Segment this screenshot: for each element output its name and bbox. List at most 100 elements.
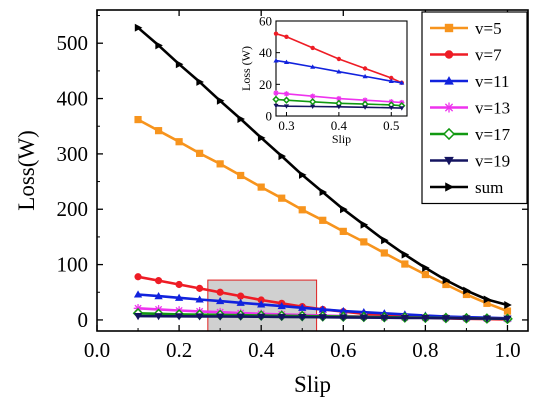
data-point-v-5 — [278, 194, 286, 202]
legend-item-v-11: v=11 — [430, 72, 509, 91]
data-point-v-5 — [298, 206, 306, 214]
x-tick-label: 0.0 — [84, 338, 110, 362]
data-point-sum — [483, 295, 492, 304]
legend-marker — [444, 23, 454, 33]
legend-item-sum: sum — [430, 178, 503, 197]
inset-data-point-v-13-stroke — [336, 96, 342, 101]
data-point-sum — [504, 301, 512, 309]
inset-x-tick-label: 0.4 — [331, 118, 348, 133]
legend-item-v-7: v=7 — [430, 46, 502, 65]
y-tick-label: 500 — [57, 31, 89, 55]
inset-data-point-v-19 — [310, 104, 316, 110]
data-point-v-19 — [421, 314, 430, 323]
data-point-v-5 — [401, 260, 409, 268]
inset-data-point-v-19 — [283, 104, 290, 109]
legend: v=5 v=7 v=11 v=13 v=17 v=19 sum — [421, 11, 528, 205]
inset-x-axis-title: Slip — [332, 132, 351, 146]
legend-item-v-19: v=19 — [430, 152, 510, 171]
y-tick-label: 400 — [57, 87, 89, 111]
data-point-v-19 — [277, 313, 286, 322]
inset-data-point-v-17 — [308, 98, 317, 106]
legend-label: v=19 — [475, 152, 510, 171]
x-tick-label: 0.2 — [166, 338, 192, 362]
inset-data-point-v-7 — [284, 34, 289, 40]
inset-data-point-v-19 — [362, 105, 368, 110]
inset-data-point-v-19 — [388, 105, 394, 111]
legend-marker — [444, 156, 454, 166]
data-point-v-19 — [195, 313, 204, 321]
legend-item-v-17: v=17 — [430, 125, 511, 144]
inset-data-point-v-13 — [283, 91, 290, 97]
data-point-sum — [196, 77, 204, 86]
data-point-v-5 — [154, 127, 163, 135]
data-point-sum — [319, 188, 328, 197]
inset-y-axis-title: Loss (W) — [239, 46, 253, 91]
legend-marker — [444, 50, 454, 59]
data-point-v-11 — [298, 303, 307, 311]
data-point-v-19 — [133, 312, 143, 321]
y-tick-label: 300 — [57, 142, 89, 166]
inset-data-point-v-11 — [388, 78, 394, 84]
series-v-5 — [134, 115, 512, 315]
data-point-v-5 — [216, 160, 224, 168]
data-point-sum — [381, 236, 389, 245]
legend-label: v=13 — [475, 99, 510, 118]
data-point-sum — [175, 60, 184, 69]
inset-data-point-v-7 — [273, 31, 279, 36]
inset-x-tick-label: 0.3 — [278, 118, 294, 133]
data-point-sum — [155, 41, 163, 50]
data-point-v-19 — [441, 315, 451, 323]
legend-marker — [445, 182, 455, 192]
inset-plot: 0.3 0.4 0.5 0 20 40 60 Slip Loss (W) — [239, 14, 408, 146]
data-point-v-5 — [462, 290, 471, 299]
legend-item-v-5: v=5 — [430, 19, 502, 38]
data-point-v-19 — [216, 313, 225, 321]
inset-data-point-v-17 — [272, 95, 280, 104]
inset-data-point-v-11 — [336, 69, 342, 74]
data-point-v-5 — [196, 149, 204, 157]
y-tick-label: 100 — [57, 253, 89, 277]
legend-label: v=17 — [475, 125, 511, 144]
data-point-v-19 — [339, 314, 348, 322]
y-tick-label: 200 — [57, 197, 89, 221]
data-point-v-19 — [154, 313, 163, 321]
inset-data-point-v-13-stroke — [362, 97, 368, 103]
data-point-v-5 — [134, 115, 142, 124]
inset-data-point-v-7 — [310, 45, 315, 51]
data-point-sum — [134, 23, 143, 32]
data-point-v-5 — [339, 227, 347, 235]
data-point-v-11 — [216, 296, 225, 305]
data-point-v-11 — [339, 306, 348, 315]
legend-marker-stroke — [444, 103, 454, 112]
inset-series-v-11 — [273, 58, 405, 85]
data-point-v-19 — [298, 313, 307, 322]
data-point-v-19 — [359, 314, 368, 322]
legend-label: v=5 — [475, 19, 502, 38]
y-axis-title: Loss(W) — [14, 130, 39, 210]
legend-item-v-13: v=13 — [430, 99, 510, 118]
data-point-v-5 — [319, 216, 327, 224]
data-point-v-5 — [442, 280, 450, 289]
data-point-v-5 — [380, 249, 388, 257]
data-point-v-11 — [154, 291, 163, 300]
data-point-sum — [278, 152, 287, 161]
data-point-v-5 — [257, 183, 265, 191]
data-point-sum — [298, 170, 307, 179]
inset-y-tick-label: 0 — [266, 109, 273, 124]
main-plot: 0.0 0.2 0.4 0.6 0.8 1.00100200300400500SlipLo… — [14, 9, 529, 397]
plot-frame — [96, 9, 529, 332]
data-point-v-11 — [133, 290, 143, 298]
legend-label: v=11 — [475, 72, 509, 91]
inset-data-point-v-13 — [310, 93, 316, 99]
x-axis-title: Slip — [294, 372, 331, 397]
inset-data-point-v-11 — [273, 58, 279, 63]
inset-data-point-v-13-stroke — [310, 93, 316, 99]
inset-data-point-v-13-stroke — [284, 91, 289, 97]
data-point-v-19 — [503, 315, 512, 323]
legend-marker — [444, 76, 454, 85]
inset-data-point-v-11 — [310, 64, 316, 69]
data-point-v-5 — [421, 270, 429, 279]
x-tick-label: 0.8 — [412, 338, 438, 362]
data-point-v-5 — [483, 299, 491, 307]
